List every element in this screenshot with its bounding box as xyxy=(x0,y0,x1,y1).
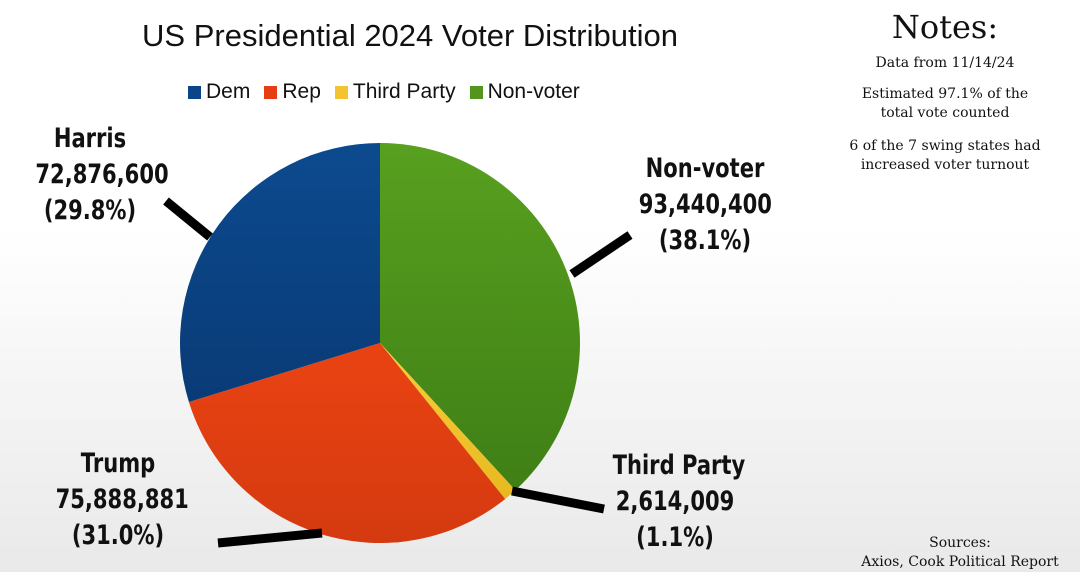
notes-title: Notes: xyxy=(891,8,999,46)
leader-line-third xyxy=(511,486,605,514)
note-swing-states: 6 of the 7 swing states had increased vo… xyxy=(849,138,1041,173)
sources-label: Sources: xyxy=(929,535,991,551)
legend-item-rep: Rep xyxy=(264,80,321,104)
leader-line-trump xyxy=(217,528,323,548)
sources-text: Axios, Cook Political Report xyxy=(861,554,1059,570)
note-date: Data from 11/14/24 xyxy=(875,55,1015,71)
legend-label-rep: Rep xyxy=(282,80,321,103)
callout-harris-percent: (29.8%) xyxy=(43,195,137,226)
callout-non-voter: Non-voter 93,440,400 (38.1%) xyxy=(639,151,772,259)
legend-swatch-non-voter xyxy=(469,85,483,99)
sources: Sources: Axios, Cook Political Report xyxy=(840,534,1080,572)
callout-harris-label: Harris xyxy=(53,123,127,154)
callout-trump-label: Trump xyxy=(80,448,156,479)
legend-item-non-voter: Non-voter xyxy=(469,80,580,104)
legend-swatch-rep xyxy=(264,85,278,99)
callout-third-party-label: Third Party xyxy=(612,450,746,481)
legend-label-dem: Dem xyxy=(206,80,251,103)
pie-slice-third xyxy=(380,343,516,499)
callout-harris: Harris 72,876,600 (29.8%) xyxy=(35,121,169,229)
callout-harris-value: 72,876,600 xyxy=(35,159,169,190)
legend-item-third-party: Third Party xyxy=(334,80,456,104)
legend-swatch-third-party xyxy=(334,85,348,99)
legend-label-third-party: Third Party xyxy=(352,80,456,103)
pie-slice-harris xyxy=(180,142,380,403)
callout-non-voter-label: Non-voter xyxy=(645,153,765,184)
legend-label-non-voter: Non-voter xyxy=(487,80,580,103)
leader-line-nonvoter xyxy=(569,231,633,278)
callout-third-party-value: 2,614,009 xyxy=(615,486,735,517)
note-vote-counted: Estimated 97.1% of the total vote counte… xyxy=(861,86,1029,121)
callout-non-voter-value: 93,440,400 xyxy=(638,189,772,220)
callout-third-party: Third Party 2,614,009 (1.1%) xyxy=(612,448,746,556)
leader-line-harris xyxy=(163,197,213,241)
callout-trump-percent: (31.0%) xyxy=(71,520,165,551)
chart-title: US Presidential 2024 Voter Distribution xyxy=(142,18,678,53)
callout-trump: Trump 75,888,881 (31.0%) xyxy=(55,446,189,554)
chart-legend: Dem Rep Third Party Non-voter xyxy=(188,78,580,106)
pie-slice-trump xyxy=(188,343,506,543)
notes-panel: Notes: Data from 11/14/24 Estimated 97.1… xyxy=(830,8,1060,175)
callout-third-party-percent: (1.1%) xyxy=(636,522,714,553)
pie-slice-nonvoter xyxy=(380,143,580,491)
callout-non-voter-percent: (38.1%) xyxy=(658,225,752,256)
legend-swatch-dem xyxy=(188,85,201,99)
callout-trump-value: 75,888,881 xyxy=(55,484,189,515)
legend-item-dem: Dem xyxy=(188,80,250,104)
